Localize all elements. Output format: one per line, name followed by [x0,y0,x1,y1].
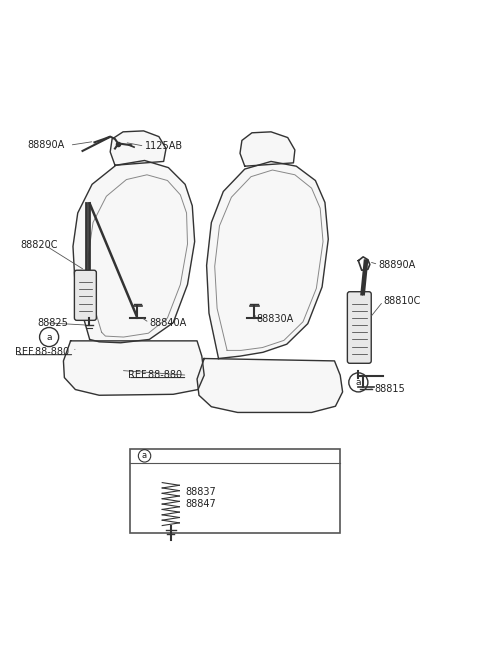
FancyBboxPatch shape [74,271,96,320]
Polygon shape [206,161,328,358]
Text: 88840A: 88840A [149,318,187,328]
Text: 1125AB: 1125AB [144,141,183,151]
Polygon shape [63,341,204,395]
Text: 88830A: 88830A [257,314,294,324]
Text: a: a [47,333,52,341]
Text: 88890A: 88890A [378,259,416,269]
Polygon shape [240,132,295,166]
Text: 88847: 88847 [185,499,216,509]
Text: 88837: 88837 [185,487,216,497]
Polygon shape [197,358,343,413]
Bar [130,449,340,533]
Text: 88890A: 88890A [28,140,65,150]
Text: REF.88-880: REF.88-880 [15,347,69,358]
Text: 88820C: 88820C [21,240,58,250]
Polygon shape [110,131,166,165]
Text: 88815: 88815 [374,384,405,394]
Text: 88825: 88825 [37,318,68,328]
Text: a: a [356,378,361,387]
Text: REF.88-880: REF.88-880 [128,370,182,380]
FancyBboxPatch shape [348,291,371,364]
Text: a: a [142,451,147,460]
Text: 88810C: 88810C [383,296,420,307]
Polygon shape [73,160,195,343]
